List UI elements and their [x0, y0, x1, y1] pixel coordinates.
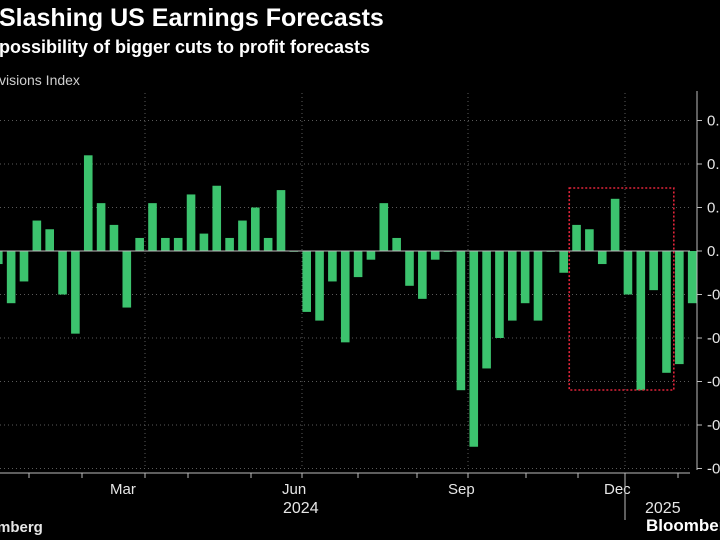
bar [559, 251, 568, 273]
bar [251, 207, 260, 251]
bar [83, 155, 93, 251]
bar [469, 251, 479, 447]
y-tick-label: -0 [707, 287, 720, 304]
bar [366, 251, 376, 260]
bar [71, 251, 80, 334]
bar [418, 251, 427, 299]
bar [508, 251, 517, 321]
bar [392, 237, 401, 251]
y-tick-label: -0 [707, 461, 720, 478]
bar [96, 203, 106, 251]
bar [495, 251, 504, 338]
bar [6, 251, 16, 304]
y-tick-label: 0. [707, 243, 720, 260]
bars [0, 155, 697, 447]
bar [597, 251, 607, 265]
bar [533, 251, 543, 321]
bar [572, 224, 581, 251]
bar [238, 220, 247, 251]
chart-subtitle: possibility of bigger cuts to profit for… [0, 37, 371, 57]
bar [482, 251, 491, 369]
bar [585, 229, 594, 251]
x-tick-label: Dec [604, 481, 631, 498]
x-tick-label: Mar [110, 481, 136, 498]
bar [662, 251, 671, 373]
bar [122, 251, 132, 308]
x-tick-label: Sep [448, 481, 475, 498]
bar [109, 224, 119, 251]
bar [456, 251, 466, 391]
bar [302, 251, 311, 312]
bar [353, 251, 363, 278]
bar [328, 251, 337, 282]
highlight-box [568, 187, 675, 391]
year-label: 2025 [645, 500, 681, 517]
bar [32, 220, 42, 251]
bar [636, 251, 646, 391]
bar [623, 251, 633, 295]
bar [199, 233, 209, 251]
bar [0, 251, 3, 265]
y-tick-label: 0. [707, 113, 720, 130]
bar [225, 237, 234, 251]
bloomberg-logo: Bloomberg [646, 516, 720, 535]
bar [520, 251, 530, 304]
bar [212, 185, 222, 251]
bar [649, 251, 658, 291]
bar [687, 251, 697, 304]
bar [610, 198, 620, 251]
bar [186, 194, 196, 251]
bar [148, 203, 157, 251]
bar [263, 237, 273, 251]
y-tick-label: -0 [707, 330, 720, 347]
x-tick-label: Jun [282, 481, 306, 498]
y-axis-title: visions Index [0, 72, 80, 88]
bar [379, 203, 389, 251]
y-tick-label: -0 [707, 417, 720, 434]
bar [675, 251, 684, 365]
bar [340, 251, 350, 343]
source-note: mberg [0, 519, 43, 536]
highlight-layer [568, 187, 675, 391]
axes: 0. 0. 0. 0. -0 -0 -0 -0 -0 Mar Jun Sep Dec 2024 2025 [0, 91, 720, 520]
bar [276, 190, 286, 251]
chart-title: Slashing US Earnings Forecasts [0, 4, 384, 32]
bar [430, 251, 440, 260]
bar [405, 251, 414, 286]
bar [315, 251, 324, 321]
bar [173, 237, 183, 251]
bar [161, 237, 170, 251]
bar [135, 237, 144, 251]
y-tick-label: -0 [707, 374, 720, 391]
bar [19, 251, 29, 282]
y-tick-label: 0. [707, 156, 720, 173]
bar [45, 229, 54, 251]
bar [58, 251, 67, 295]
year-label: 2024 [283, 500, 319, 517]
y-tick-label: 0. [707, 200, 720, 217]
